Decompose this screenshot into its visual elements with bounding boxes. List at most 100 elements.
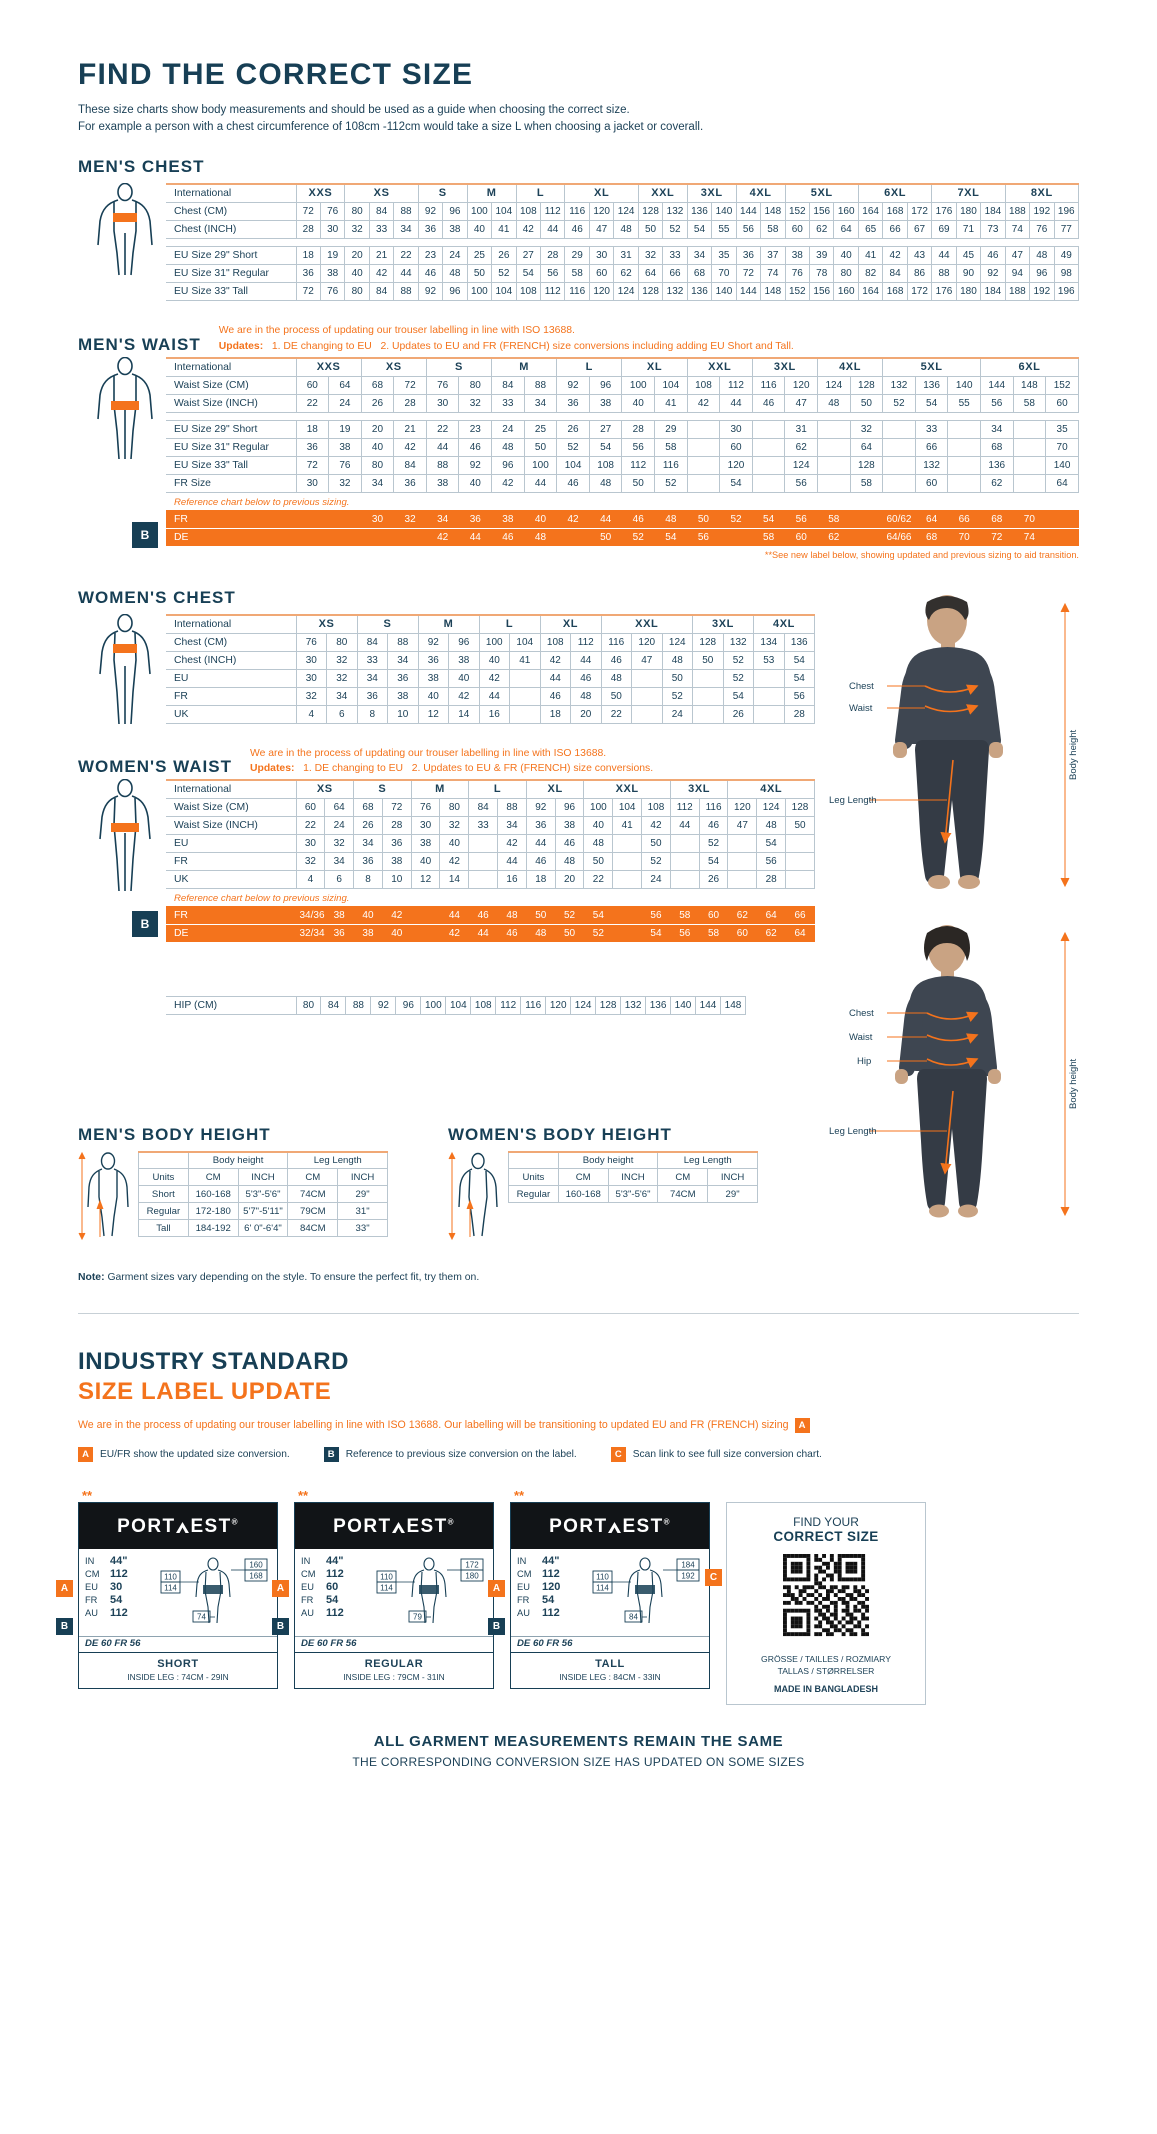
- qr-panel[interactable]: FIND YOUR CORRECT SIZE GRÖSSE / TAILLES / …: [705, 1501, 926, 1705]
- size-key: EU: [85, 1581, 98, 1592]
- bh-sub-header: Units: [138, 1168, 189, 1187]
- cell-value: 32: [439, 815, 470, 835]
- cell-value: 50: [621, 473, 656, 493]
- cell-value: 38: [784, 246, 811, 266]
- cell-value: 44: [458, 527, 493, 547]
- size-key: IN: [85, 1555, 95, 1566]
- cell-value: 33: [468, 815, 499, 835]
- cell-value: 72: [295, 282, 321, 302]
- cell-value: 32: [324, 833, 355, 853]
- brand-name: PORT EST®: [117, 1515, 239, 1537]
- cell-value: 40: [353, 905, 383, 925]
- cell-value: 28: [756, 869, 787, 889]
- cell-value: 28: [540, 246, 566, 266]
- cell-value: 84: [368, 202, 395, 222]
- cell-value: 84: [882, 264, 908, 284]
- cell-value: 172: [906, 282, 933, 302]
- cell-value: 47: [727, 815, 758, 835]
- cell-value: [692, 668, 724, 688]
- size-group-l: L: [515, 183, 566, 204]
- cell-value: 34: [387, 650, 419, 670]
- cell-value: 50: [466, 264, 493, 284]
- cell-value: 58: [1012, 393, 1047, 413]
- cell-value: 44: [523, 473, 558, 493]
- cell-value: 144: [695, 995, 721, 1015]
- cell-value: 96: [442, 282, 468, 302]
- cell-value: 128: [637, 202, 664, 222]
- table-row: Chest (INCH) 28 30 32 33 34 36 38 40 41 42 44 46 47 48…: [166, 220, 1080, 240]
- cell-value: 22: [583, 869, 614, 889]
- cell-value: [328, 509, 362, 529]
- cell-value: 44: [931, 246, 957, 266]
- bh-group-body-height: Body height: [557, 1150, 659, 1170]
- cell-value: 140: [711, 202, 737, 222]
- cell-value: 74CM: [657, 1185, 709, 1204]
- size-guide-page: FIND THE CORRECT SIZE These size charts …: [0, 58, 1157, 2134]
- cell-value: 140: [711, 282, 737, 302]
- cell-value: 104: [654, 375, 688, 395]
- size-group-xs: XS: [360, 356, 427, 377]
- cell-value: 20: [570, 704, 602, 724]
- cell-value: 100: [466, 202, 493, 222]
- cell-value: 28: [393, 393, 427, 413]
- svg-text:180: 180: [465, 1571, 479, 1580]
- svg-text:Leg Length: Leg Length: [829, 1126, 877, 1137]
- cell-value: 52: [491, 264, 517, 284]
- male-model-illustration: Chest Waist Leg Length Body height: [829, 590, 1079, 895]
- cell-value: 96: [491, 455, 525, 475]
- cell-value: 84: [468, 797, 499, 817]
- cell-value: 19: [319, 246, 346, 266]
- cell-value: 88: [425, 455, 460, 475]
- cell-value: [686, 473, 721, 493]
- cell-value: 96: [448, 632, 480, 652]
- row-label: DE: [166, 527, 297, 547]
- cell-value: 23: [458, 419, 493, 439]
- cell-value: [509, 704, 541, 724]
- cell-value: 76: [425, 375, 460, 395]
- cell-value: 60/62: [882, 509, 916, 529]
- table-row: HIP (CM) 80 84 88 92 96 100 104 108 112 116 120 124 1…: [166, 995, 747, 1015]
- cell-value: 31: [613, 246, 639, 266]
- cell-value: 136: [686, 282, 713, 302]
- row-label: EU Size 31" Regular: [166, 264, 297, 284]
- inside-leg-text: INSIDE LEG : 79CM - 31IN: [343, 1671, 445, 1682]
- cell-value: 48: [525, 923, 556, 943]
- size-group-6xl: 6XL: [979, 356, 1080, 377]
- size-value: 112: [326, 1567, 344, 1580]
- row-label: DE: [166, 923, 297, 943]
- cell-value: 56: [669, 923, 700, 943]
- cell-value: 21: [368, 246, 395, 266]
- male-height-figure-icon: [78, 1151, 138, 1246]
- brand-bar: PORT EST®: [295, 1502, 493, 1549]
- cell-value: 88: [387, 632, 419, 652]
- size-key: FR: [301, 1594, 314, 1605]
- size-key: EU: [301, 1581, 314, 1592]
- notice-line-1: We are in the process of updating our tr…: [249, 747, 607, 759]
- badge-column: B: [78, 510, 166, 560]
- cell-value: 34/36: [295, 905, 326, 925]
- cell-value: 40: [621, 393, 656, 413]
- cell-value: 156: [809, 202, 835, 222]
- cell-value: 64: [914, 509, 949, 529]
- cell-value: 64: [328, 375, 362, 395]
- cell-value: 112: [540, 202, 566, 222]
- cell-value: 4: [295, 704, 327, 724]
- cell-value: 29: [654, 419, 688, 439]
- size-group-xl: XL: [564, 183, 639, 204]
- cell-value: 37: [760, 246, 786, 266]
- male-figure-chest-icon: [78, 183, 166, 301]
- qr-code-icon[interactable]: [783, 1553, 869, 1640]
- female-figure-waist-icon: [78, 778, 166, 906]
- size-group-xs: XS: [344, 183, 419, 204]
- mens-waist-previous-table: FR 30 32 34 36 38 40 42 44 46 48 50 52 54 56 58 60/62 64 6…: [166, 509, 1079, 547]
- cell-value: 120: [631, 632, 663, 652]
- cell-value: 30: [295, 473, 330, 493]
- size-value: 44": [110, 1554, 128, 1567]
- cell-value: 72: [381, 797, 412, 817]
- cell-value: 46: [491, 527, 525, 547]
- bh-group-leg-length: Leg Length: [287, 1150, 388, 1170]
- cell-value: 18: [539, 704, 571, 724]
- card-asterisks: **: [82, 1487, 93, 1503]
- cell-value: 66: [947, 509, 981, 529]
- qr-languages-2: TALLAS / STØRRELSER: [777, 1665, 875, 1676]
